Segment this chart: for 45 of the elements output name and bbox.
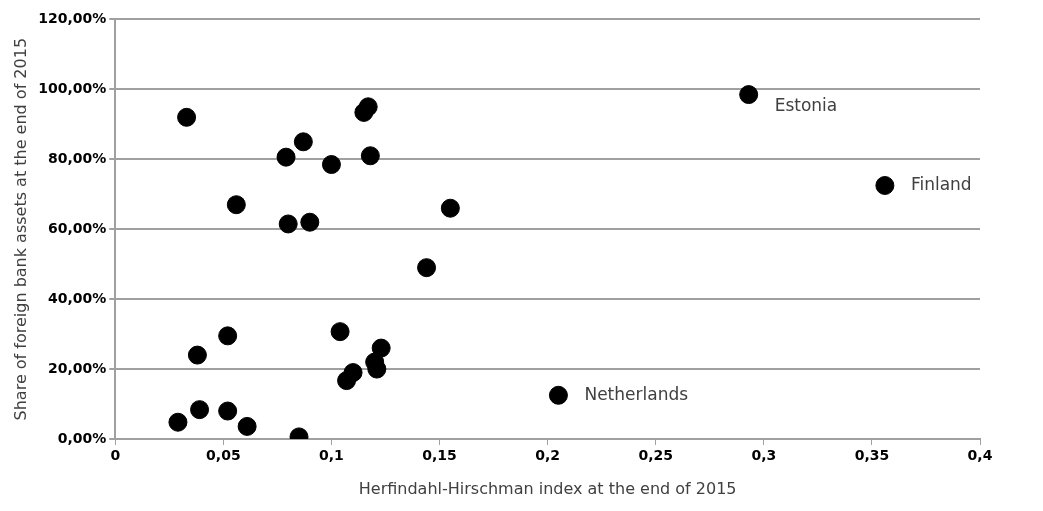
point: [276, 147, 296, 167]
y-tick-label: 40,00%: [47, 289, 107, 306]
point: [548, 385, 568, 405]
point: [739, 85, 759, 105]
x-tick-label: 0,4: [967, 447, 993, 464]
y-tick-label: 20,00%: [47, 359, 107, 376]
x-tick-label: 0,25: [638, 447, 673, 464]
point: [190, 400, 210, 420]
x-tick-label: 0,05: [206, 447, 241, 464]
point: [440, 198, 460, 218]
annotation: Estonia: [774, 95, 838, 115]
point: [218, 326, 238, 346]
point: [367, 359, 387, 379]
y-tick-label: 60,00%: [47, 219, 107, 236]
point: [237, 416, 257, 436]
point: [321, 155, 341, 175]
point: [218, 401, 238, 421]
x-tick-label: 0,35: [854, 447, 890, 464]
x-tick-label: 0,1: [319, 447, 344, 464]
point: [278, 214, 298, 234]
point: [300, 212, 320, 232]
y-axis-title: Share of foreign bank assets at the end of 2015: [10, 37, 30, 421]
point: [177, 107, 197, 127]
point: [226, 195, 246, 215]
point: [293, 132, 313, 152]
point: [371, 338, 391, 358]
point: [417, 258, 437, 278]
point: [360, 146, 380, 166]
point: [337, 371, 357, 391]
x-tick-label: 0,2: [535, 447, 561, 464]
y-tick-label: 100,00%: [38, 79, 107, 96]
annotation: Netherlands: [584, 383, 689, 404]
point: [354, 102, 374, 122]
y-tick-label: 120,00%: [38, 10, 107, 27]
point: [875, 175, 895, 195]
annotation: Finland: [910, 173, 972, 194]
x-axis-title: Herfindahl-Hirschman index at the end of 2015: [358, 478, 737, 498]
y-tick-label: 80,00%: [47, 149, 107, 166]
y-tick-label: 0,00%: [57, 429, 107, 446]
x-tick-label: 0,3: [751, 447, 777, 464]
x-tick-label: 0: [110, 447, 121, 464]
point: [168, 412, 188, 432]
point: [187, 345, 207, 365]
x-tick-label: 0,15: [422, 447, 457, 464]
point: [330, 322, 350, 342]
